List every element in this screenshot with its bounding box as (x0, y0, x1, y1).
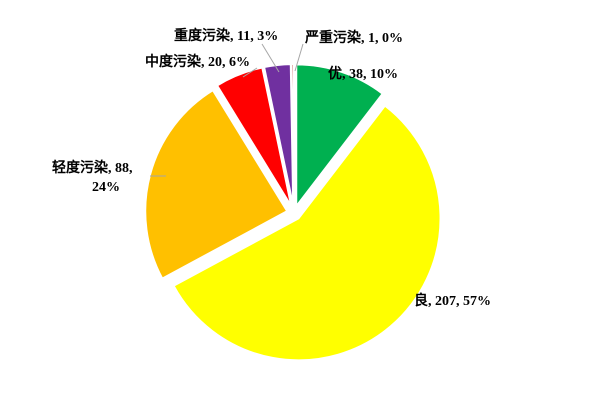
pie-slices (144, 63, 442, 362)
data-label-severe-pollution: 严重污染, 1, 0% (304, 29, 403, 46)
data-label-moderate-pollution: 中度污染, 20, 6% (145, 53, 250, 70)
leader-line-severe-pollution (294, 43, 304, 72)
leader-line-moderate-pollution (242, 67, 258, 78)
data-label-light-pollution-line2: 24% (92, 180, 120, 195)
slice-excellent (295, 63, 385, 210)
data-label-heavy-pollution: 重度污染, 11, 3% (174, 27, 278, 44)
data-label-light-pollution-line1: 轻度污染, 88, (52, 159, 133, 176)
slice-severe-pollution (290, 63, 295, 207)
data-label-good: 良, 207, 57% (414, 292, 491, 309)
slice-good (172, 104, 442, 362)
leader-lines (150, 43, 304, 177)
slice-light-pollution (144, 88, 289, 280)
slice-moderate-pollution (215, 66, 293, 208)
data-label-excellent: 优, 38, 10% (328, 65, 398, 82)
leader-line-heavy-pollution (261, 43, 280, 73)
